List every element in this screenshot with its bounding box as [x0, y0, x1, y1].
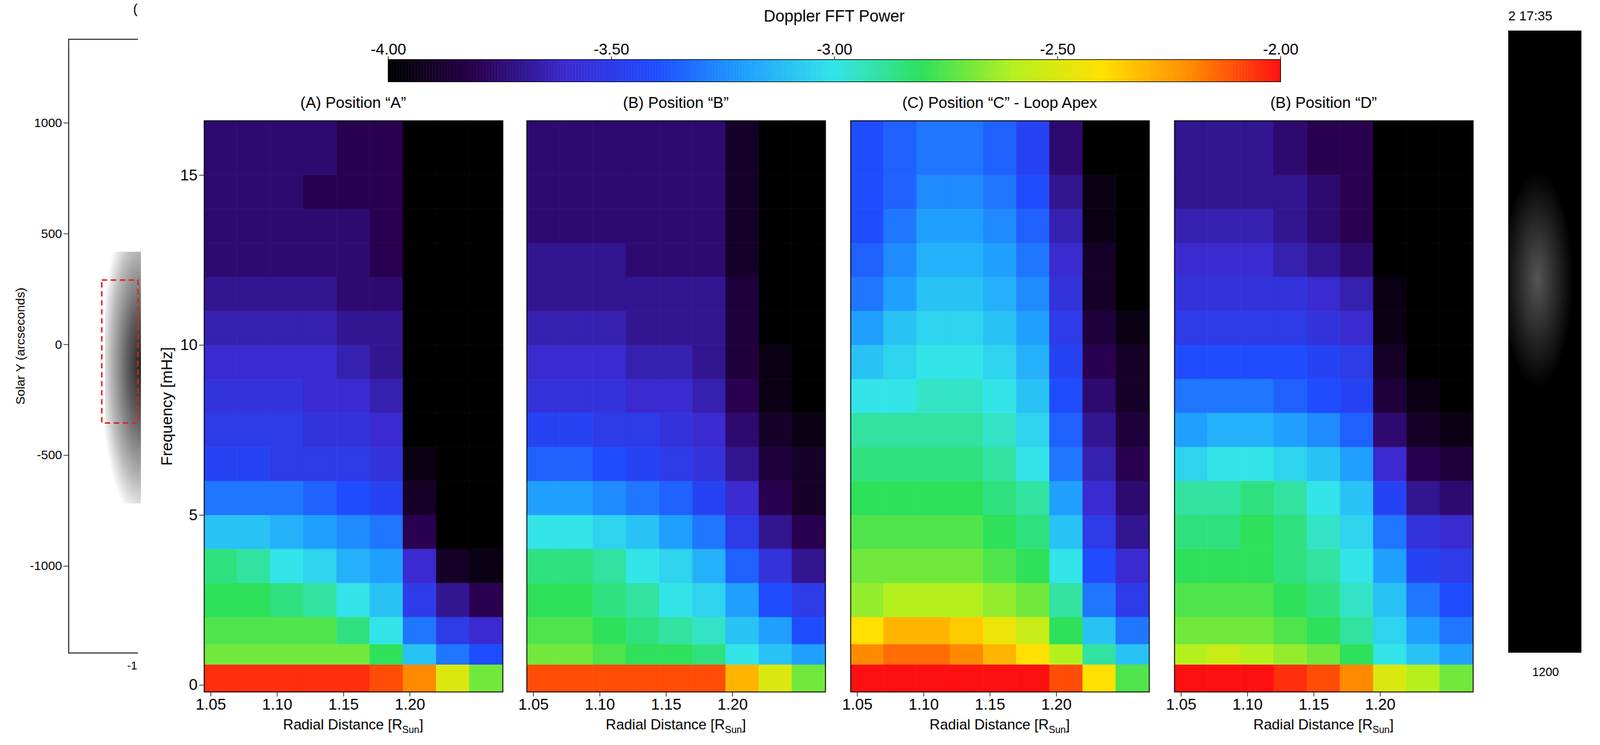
html-text:Radial Distance [RSun]: Radial Distance [RSun] [283, 716, 424, 736]
svg-text:1.15: 1.15 [1298, 695, 1330, 714]
svg-text:-4.00: -4.00 [370, 40, 406, 59]
svg-text:Solar Y (arcseconds): Solar Y (arcseconds) [13, 287, 27, 405]
svg-text:1.20: 1.20 [1041, 695, 1072, 714]
svg-text:5: 5 [188, 506, 198, 525]
html-text:-1: -1 [127, 659, 138, 673]
svg-text:1.05: 1.05 [1165, 695, 1197, 714]
html-text:(A) Position “A”: (A) Position “A” [300, 93, 407, 112]
svg-text:-2.50: -2.50 [1039, 40, 1076, 59]
html-text:(B) Position “B”: (B) Position “B” [623, 93, 729, 112]
svg-text:1.20: 1.20 [394, 695, 426, 714]
html-text:Radial Distance [RSun]: Radial Distance [RSun] [605, 716, 746, 736]
html-text:(B) Position “D”: (B) Position “D” [1270, 93, 1377, 112]
html-text:Radial Distance [RSun]: Radial Distance [RSun] [1253, 716, 1394, 736]
svg-text:1.15: 1.15 [328, 695, 360, 714]
svg-text:1.05: 1.05 [518, 695, 549, 714]
svg-text:10: 10 [180, 335, 198, 354]
svg-text:15: 15 [180, 166, 198, 185]
svg-text:500: 500 [40, 226, 62, 241]
svg-text:1000: 1000 [34, 115, 63, 130]
svg-text:-3.00: -3.00 [816, 40, 853, 59]
html-text:Doppler FFT Power: Doppler FFT Power [763, 7, 905, 26]
svg-text:1.10: 1.10 [908, 695, 940, 714]
html-text:2 17:35: 2 17:35 [1508, 8, 1553, 24]
svg-text:1.05: 1.05 [841, 695, 873, 714]
svg-text:0: 0 [55, 337, 63, 352]
svg-text:-3.50: -3.50 [593, 40, 630, 59]
svg-text:-500: -500 [36, 447, 62, 462]
svg-text:Frequency [mHz]: Frequency [mHz] [157, 347, 176, 466]
svg-text:1.15: 1.15 [651, 695, 682, 714]
html-text:(C) Position “C” - Loop Apex: (C) Position “C” - Loop Apex [902, 93, 1098, 112]
svg-text:1.10: 1.10 [584, 695, 616, 714]
svg-text:1.20: 1.20 [717, 695, 748, 714]
svg-text:-2.00: -2.00 [1262, 40, 1299, 59]
svg-text:1.20: 1.20 [1364, 695, 1396, 714]
svg-text:1.10: 1.10 [1232, 695, 1263, 714]
svg-text:1.15: 1.15 [975, 695, 1006, 714]
html-text:1200: 1200 [1532, 665, 1559, 679]
svg-text:1.10: 1.10 [262, 695, 293, 714]
html-text:Radial Distance [RSun]: Radial Distance [RSun] [929, 716, 1070, 736]
svg-text:0: 0 [188, 675, 198, 694]
svg-text:1.05: 1.05 [195, 695, 227, 714]
svg-text:-1000: -1000 [29, 558, 63, 573]
